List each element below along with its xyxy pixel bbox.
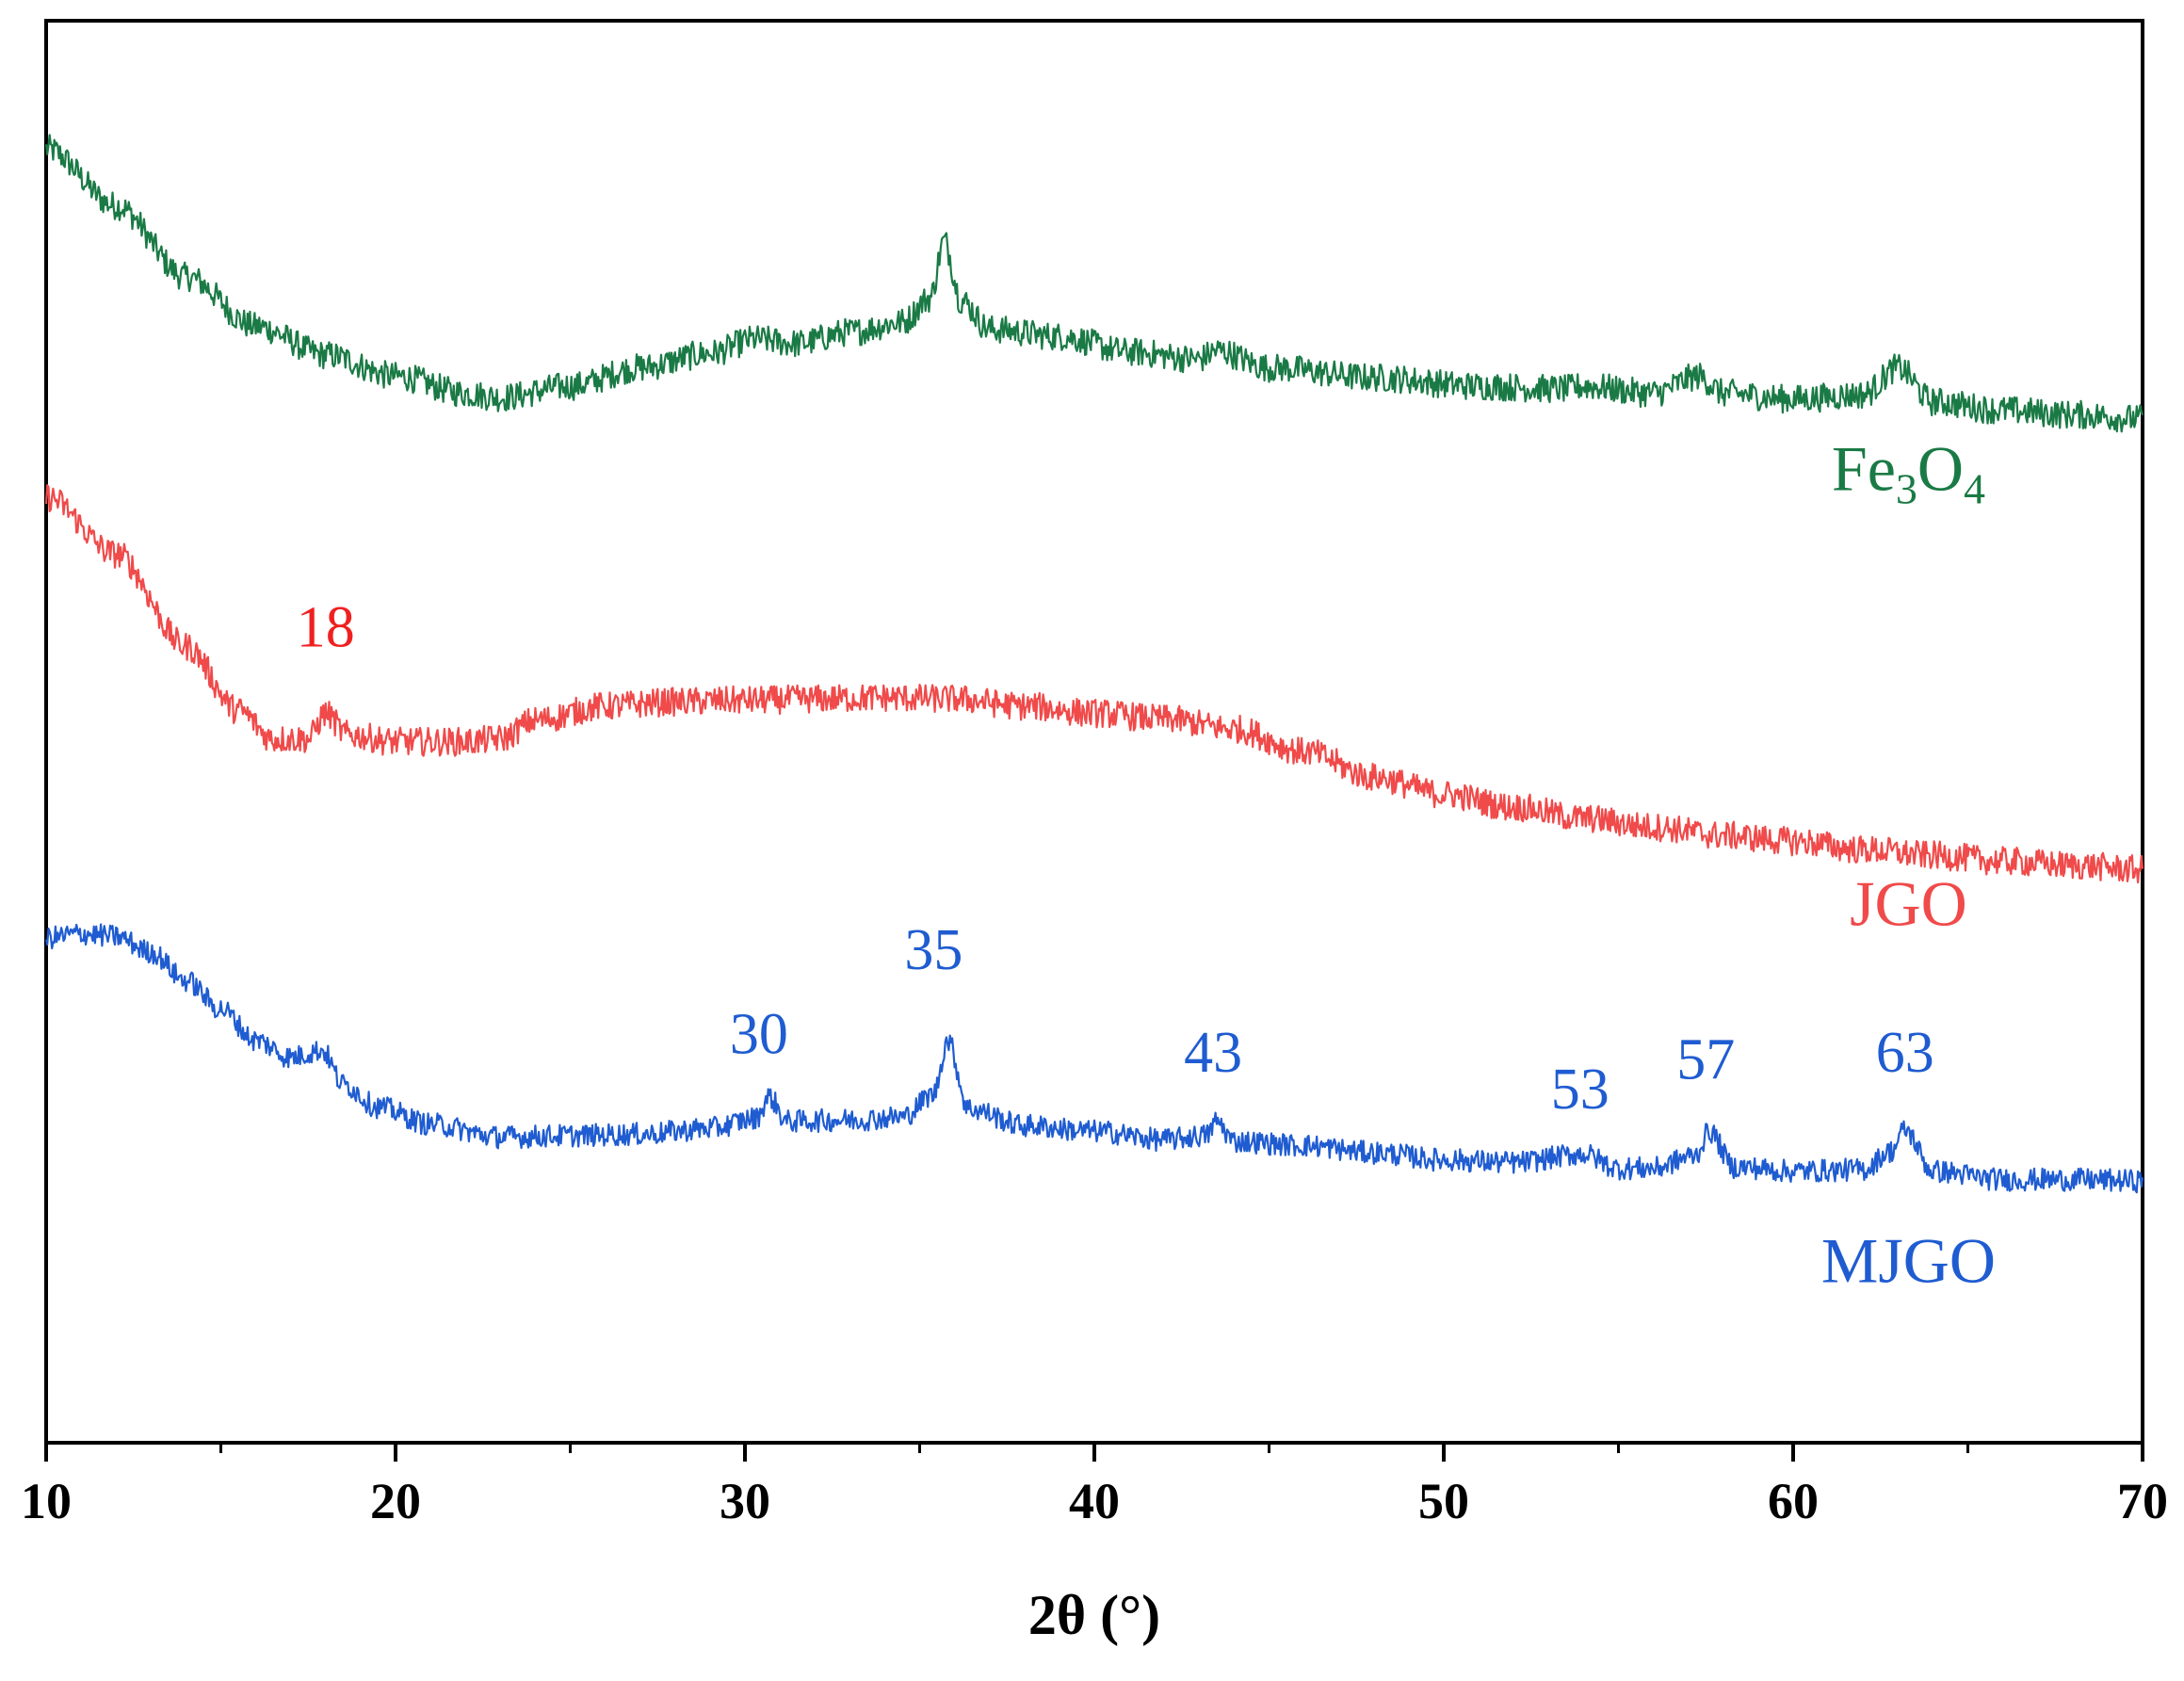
series-group: [44, 134, 2144, 1194]
series-line-fe3o4: [44, 134, 2144, 433]
x-tick-label-30: 30: [720, 1473, 770, 1529]
x-tick-label-10: 10: [21, 1473, 72, 1529]
peak-label-43: 43: [1184, 1021, 1242, 1085]
x-tick-label-50: 50: [1418, 1473, 1469, 1529]
peak-label-53: 53: [1551, 1058, 1610, 1122]
series-label-jgo: JGO: [1850, 867, 1967, 939]
series-line-jgo: [44, 484, 2144, 884]
series-label-part: Fe: [1832, 432, 1896, 504]
x-tick-label-60: 60: [1768, 1473, 1819, 1529]
x-tick-label-70: 70: [2117, 1473, 2168, 1529]
x-tick-label-20: 20: [370, 1473, 421, 1529]
series-label-fe3o4: Fe3O4: [1832, 432, 1985, 512]
peak-label-63: 63: [1876, 1021, 1934, 1085]
series-label-part: 4: [1964, 464, 1985, 512]
x-axis: 10 20 30 40 50 60 70: [21, 1443, 2168, 1529]
peak-label-18: 18: [297, 595, 355, 659]
series-line-mjgo: [44, 923, 2144, 1194]
series-label-part: 3: [1896, 464, 1917, 512]
x-tick-label-40: 40: [1069, 1473, 1120, 1529]
peak-label-57: 57: [1676, 1027, 1735, 1091]
peak-label-30: 30: [730, 1002, 788, 1066]
peak-label-35: 35: [904, 918, 963, 982]
series-label-mjgo: MJGO: [1821, 1224, 1996, 1296]
label-group: Fe3O4 JGO MJGO 18 30 35 43 53 57 63: [297, 432, 1996, 1296]
x-axis-title: 2θ (°): [1028, 1584, 1160, 1646]
series-label-part: O: [1917, 432, 1964, 504]
